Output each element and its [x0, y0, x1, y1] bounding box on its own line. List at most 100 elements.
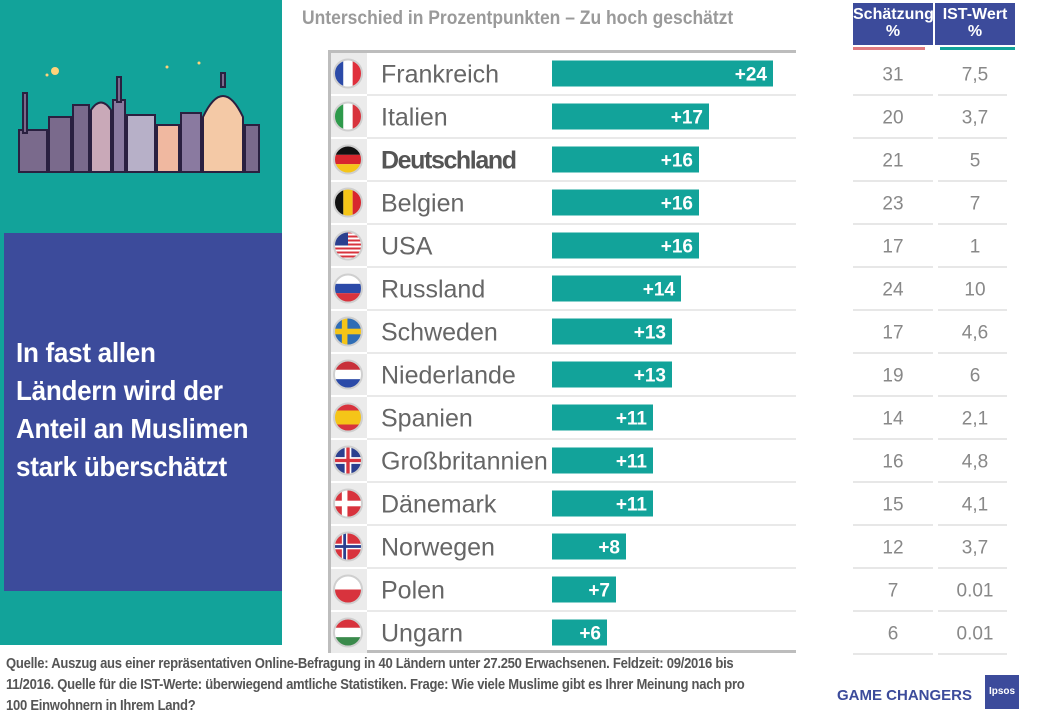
country-label: Schweden — [381, 319, 498, 347]
bar-value-label: +7 — [588, 581, 610, 602]
actual-value: 7,5 — [962, 65, 988, 86]
bar-value-label: +24 — [735, 65, 768, 86]
country-label: Belgien — [381, 190, 464, 218]
headline-box — [4, 233, 282, 591]
bar — [552, 404, 653, 431]
country-label: Ungarn — [381, 620, 463, 648]
flag-ring — [333, 574, 363, 605]
flag-ring — [333, 488, 363, 519]
country-label: Dänemark — [381, 491, 497, 519]
bar-value-label: +13 — [634, 366, 666, 387]
actual-header-underline — [940, 47, 1015, 50]
flag-germany-icon — [334, 145, 362, 174]
city-skyline-illustration — [18, 61, 260, 173]
estimate-value: 14 — [882, 409, 904, 430]
flag-ring — [333, 359, 363, 390]
actual-value: 0.01 — [957, 581, 994, 602]
game-changers-tagline: GAME CHANGERS — [837, 687, 973, 704]
source-note: Quelle: Auszug aus einer repräsentativen… — [6, 656, 745, 714]
bar-value-label: +16 — [661, 151, 693, 172]
country-label: Spanien — [381, 405, 473, 433]
bar — [552, 275, 681, 302]
bar — [552, 361, 672, 388]
bar-value-label: +6 — [579, 624, 601, 645]
flag-ring — [333, 230, 363, 261]
flag-usa-icon — [334, 231, 362, 260]
bar — [552, 146, 699, 173]
country-label: Italien — [381, 104, 448, 132]
actual-value: 4,1 — [962, 495, 988, 516]
flag-ring — [333, 144, 363, 175]
flag-russia-icon — [334, 274, 362, 303]
actual-value: 0.01 — [957, 624, 994, 645]
estimate-value: 7 — [888, 581, 899, 602]
flag-netherlands-icon — [334, 360, 362, 389]
flag-france-icon — [334, 59, 362, 88]
bar-value-label: +8 — [598, 538, 620, 559]
bar — [552, 318, 672, 345]
bar-value-label: +16 — [661, 237, 693, 258]
actual-value: 7 — [970, 194, 981, 215]
bar — [552, 232, 699, 259]
actual-value: 5 — [970, 151, 981, 172]
flag-ring — [333, 316, 363, 347]
ipsos-logo: Ipsos — [985, 675, 1019, 709]
flag-ring — [333, 402, 363, 433]
bar-value-label: +11 — [616, 452, 648, 473]
country-label: Norwegen — [381, 534, 495, 562]
flag-ring — [333, 445, 363, 476]
estimate-value: 6 — [888, 624, 899, 645]
country-label: USA — [381, 233, 433, 261]
flag-ring — [333, 101, 363, 132]
actual-value: 10 — [964, 280, 985, 301]
actual-value: 3,7 — [962, 538, 988, 559]
bar — [552, 533, 626, 560]
bar — [552, 619, 607, 646]
bar — [552, 447, 653, 474]
estimate-value: 23 — [882, 194, 903, 215]
flag-hungary-icon — [334, 618, 362, 647]
country-label: Russland — [381, 276, 485, 304]
estimate-header-label: Schätzung % — [853, 6, 934, 40]
actual-value: 4,6 — [962, 323, 988, 344]
estimate-value: 21 — [882, 151, 903, 172]
country-label: Großbritannien — [381, 448, 548, 476]
bar-value-label: +13 — [634, 323, 666, 344]
flag-ring — [333, 617, 363, 648]
actual-value: 2,1 — [962, 409, 988, 430]
flag-poland-icon — [334, 575, 362, 604]
country-label: Frankreich — [381, 61, 499, 89]
bar-value-label: +16 — [661, 194, 693, 215]
actual-value: 1 — [970, 237, 981, 258]
actual-header-label: IST-Wert % — [942, 6, 1008, 40]
bar — [552, 189, 699, 216]
bar-value-label: +11 — [616, 495, 648, 516]
estimate-value: 31 — [882, 65, 903, 86]
ipsos-logo-text: Ipsos — [988, 686, 1016, 697]
estimate-value: 19 — [882, 366, 903, 387]
bar — [552, 60, 773, 87]
estimate-value: 20 — [882, 108, 903, 129]
bar — [552, 490, 653, 517]
flag-ring — [333, 187, 363, 218]
actual-value: 3,7 — [962, 108, 988, 129]
chart-title: Unterschied in Prozentpunkten – Zu hoch … — [302, 8, 734, 29]
country-label: Polen — [381, 577, 445, 605]
estimate-value: 24 — [882, 280, 904, 301]
flag-belgium-icon — [334, 188, 362, 217]
country-label: Niederlande — [381, 362, 516, 390]
actual-value: 6 — [970, 366, 981, 387]
estimate-value: 12 — [882, 538, 903, 559]
estimate-column-header: Schätzung % — [853, 3, 934, 45]
estimate-value: 15 — [882, 495, 903, 516]
estimate-value: 17 — [882, 237, 903, 258]
chart-frame — [328, 50, 796, 653]
flag-ring — [333, 531, 363, 562]
flag-italy-icon — [334, 102, 362, 131]
actual-column-header: IST-Wert % — [935, 3, 1015, 45]
headline: In fast allen Ländern wird der Anteil an… — [16, 337, 249, 482]
bar — [552, 103, 709, 130]
bar — [552, 576, 616, 603]
estimate-header-underline — [853, 47, 925, 50]
country-label: Deutschland — [381, 147, 517, 175]
